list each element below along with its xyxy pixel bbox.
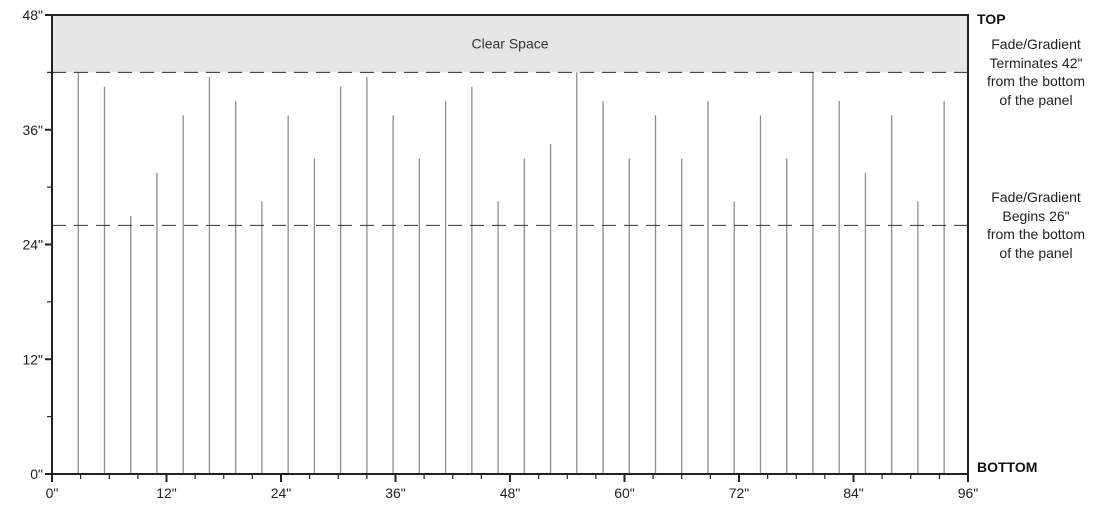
x-tick-label: 84" — [843, 485, 864, 501]
top-label: TOP — [977, 11, 1006, 27]
note-line: Begins 26" — [1002, 207, 1070, 224]
x-axis: 0" 12" 24" 36" 48" 60" 72" 84" 96" — [46, 474, 979, 501]
y-tick-label: 0" — [30, 466, 43, 482]
x-tick-label: 12" — [156, 485, 177, 501]
x-tick-label: 60" — [614, 485, 635, 501]
y-axis: 0" 12" 24" 36" 48" — [22, 7, 52, 482]
bottom-label: BOTTOM — [977, 459, 1038, 475]
x-tick-label: 48" — [500, 485, 521, 501]
x-tick-label: 0" — [46, 485, 59, 501]
note-line: Terminates 42" — [989, 54, 1083, 71]
panel-frame — [51, 14, 969, 475]
x-tick-label: 24" — [271, 485, 292, 501]
note-line: Fade/Gradient — [991, 36, 1081, 52]
gradient-begins-note: Fade/Gradient Begins 26" from the bottom… — [970, 188, 1102, 262]
note-line: from the bottom — [986, 226, 1086, 242]
note-line: of the panel — [999, 244, 1073, 261]
clear-space-label: Clear Space — [471, 36, 548, 52]
note-line: Fade/Gradient — [991, 189, 1081, 205]
note-line: from the bottom — [986, 73, 1086, 89]
clear-space-area — [52, 15, 968, 73]
gradient-terminates-note: Fade/Gradient Terminates 42" from the bo… — [970, 35, 1102, 109]
y-tick-label: 48" — [22, 7, 43, 23]
y-tick-label: 12" — [22, 351, 43, 367]
y-tick-label: 36" — [22, 122, 43, 138]
x-tick-label: 36" — [385, 485, 406, 501]
y-tick-label: 24" — [22, 237, 43, 253]
x-tick-label: 72" — [729, 485, 750, 501]
note-line: of the panel — [999, 91, 1073, 108]
x-tick-label: 96" — [958, 485, 979, 501]
bar-group — [77, 72, 945, 474]
